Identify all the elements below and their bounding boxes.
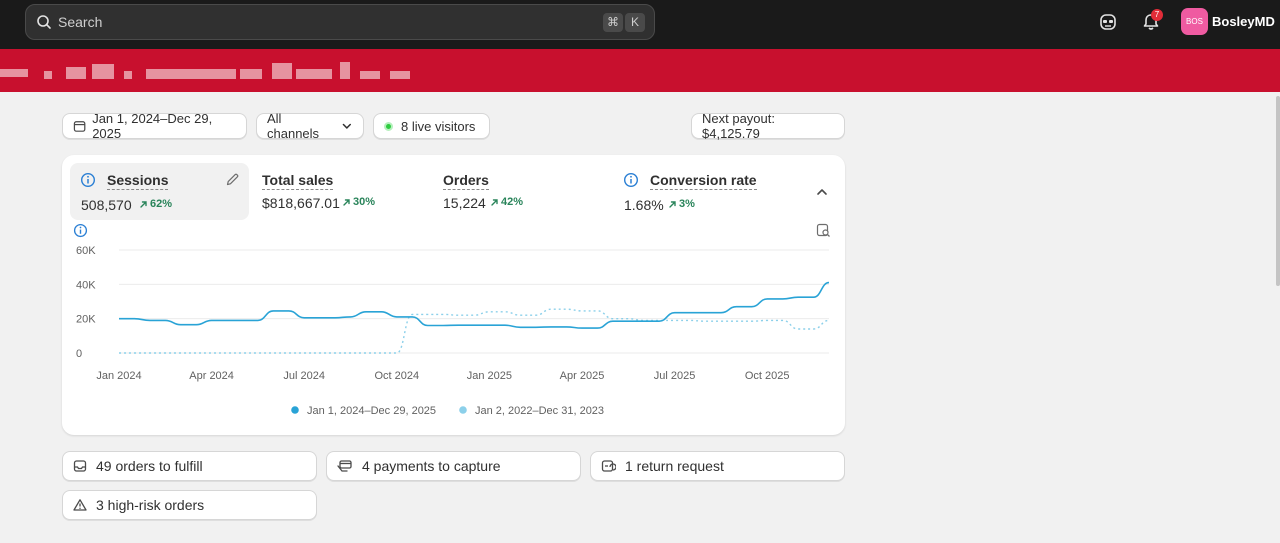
task-label: 4 payments to capture — [362, 458, 501, 474]
legend-marker — [291, 406, 299, 414]
info-icon[interactable] — [80, 172, 96, 188]
search-bar[interactable]: Search ⌘ K — [25, 4, 655, 40]
info-icon[interactable] — [623, 172, 639, 188]
channels-dropdown[interactable]: All channels — [256, 111, 364, 141]
x-tick-label: Jan 2024 — [96, 370, 141, 382]
payment-icon — [337, 460, 352, 472]
task-label: 49 orders to fulfill — [96, 458, 203, 474]
chevron-up-icon[interactable] — [815, 185, 829, 199]
sessions-line-chart: 0 20K 40K 60K Jan 2024 Apr 2024 Jul 2024 Oct 20… — [76, 245, 830, 417]
arrow-up-right-icon — [343, 199, 350, 206]
x-tick-label: Apr 2025 — [560, 370, 605, 382]
metric-value: 508,570 — [81, 197, 132, 213]
task-high-risk-orders[interactable]: 3 high-risk orders — [62, 490, 317, 520]
channels-label: All channels — [267, 111, 320, 141]
y-tick-label: 60K — [76, 245, 96, 257]
legend-marker — [459, 406, 467, 414]
pencil-icon[interactable] — [225, 172, 240, 187]
metric-value: $818,667.01 — [262, 195, 340, 211]
arrow-up-right-icon — [140, 201, 147, 208]
user-name[interactable]: BosleyMD — [1212, 14, 1275, 29]
arrow-up-right-icon — [491, 199, 498, 206]
chart-info-icon[interactable] — [73, 223, 88, 238]
y-tick-label: 0 — [76, 348, 82, 360]
shortcut-key-k: K — [625, 13, 645, 32]
metric-value: 15,224 — [443, 195, 486, 211]
metric-change: 3% — [679, 198, 695, 210]
metric-title: Sessions — [107, 172, 169, 190]
notification-badge: 7 — [1151, 9, 1163, 21]
metric-conversion-rate[interactable]: Conversion rate 1.68% 3% — [615, 163, 795, 220]
return-icon — [601, 460, 616, 472]
metric-title: Orders — [443, 172, 489, 190]
shortcut-key-command: ⌘ — [603, 13, 623, 32]
task-orders-to-fulfill[interactable]: 49 orders to fulfill — [62, 451, 317, 481]
metric-orders[interactable]: Orders 15,224 42% — [434, 163, 612, 220]
x-tick-label: Oct 2025 — [745, 370, 790, 382]
y-tick-label: 20K — [76, 314, 96, 326]
y-tick-label: 40K — [76, 279, 96, 291]
live-visitors-button[interactable]: 8 live visitors — [373, 113, 490, 139]
next-payout-label: Next payout: $4,125.79 — [702, 111, 775, 141]
current-series-line — [118, 281, 830, 329]
metric-sessions[interactable]: Sessions 508,570 62% — [70, 163, 249, 220]
live-status-dot — [384, 121, 393, 131]
avatar[interactable]: BOS — [1181, 8, 1208, 35]
metric-title: Total sales — [262, 172, 334, 190]
comparison-series-line — [118, 308, 830, 354]
top-bar: Search ⌘ K 7 BOS BosleyMD — [0, 0, 1280, 49]
x-tick-label: Oct 2024 — [374, 370, 419, 382]
legend-label: Jan 2, 2022–Dec 31, 2023 — [475, 405, 604, 417]
chevron-down-icon — [343, 123, 352, 129]
inbox-icon — [73, 460, 87, 472]
next-payout-button[interactable]: Next payout: $4,125.79 — [691, 111, 845, 141]
calendar-icon — [73, 121, 86, 132]
task-label: 1 return request — [625, 458, 724, 474]
x-tick-label: Jan 2025 — [467, 370, 512, 382]
page-scrollbar[interactable] — [1276, 96, 1280, 286]
metric-value: 1.68% — [624, 197, 664, 213]
task-payments-to-capture[interactable]: 4 payments to capture — [326, 451, 581, 481]
announcement-banner — [0, 49, 1280, 92]
task-return-request[interactable]: 1 return request — [590, 451, 845, 481]
x-tick-label: Jul 2024 — [283, 370, 325, 382]
search-input[interactable]: Search — [58, 14, 103, 30]
task-label: 3 high-risk orders — [96, 497, 205, 513]
alert-triangle-icon — [73, 499, 87, 511]
live-visitors-label: 8 live visitors — [401, 118, 476, 134]
chart-inspect-icon[interactable] — [816, 223, 831, 238]
arrow-up-right-icon — [669, 201, 676, 208]
x-tick-label: Jul 2025 — [654, 370, 696, 382]
metric-title: Conversion rate — [650, 172, 757, 190]
date-range-label: Jan 1, 2024–Dec 29, 2025 — [92, 111, 213, 141]
metric-change: 62% — [150, 198, 173, 210]
analytics-card: Sessions 508,570 62% Total sales $818,66… — [62, 155, 845, 435]
metric-change: 30% — [353, 196, 376, 208]
metric-change: 42% — [501, 196, 524, 208]
x-tick-label: Apr 2024 — [189, 370, 234, 382]
date-range-picker[interactable]: Jan 1, 2024–Dec 29, 2025 — [62, 111, 247, 141]
search-icon — [37, 15, 51, 29]
metric-total-sales[interactable]: Total sales $818,667.01 30% — [252, 163, 430, 220]
store-face-icon[interactable] — [1098, 12, 1118, 32]
legend-label: Jan 1, 2024–Dec 29, 2025 — [307, 405, 436, 417]
